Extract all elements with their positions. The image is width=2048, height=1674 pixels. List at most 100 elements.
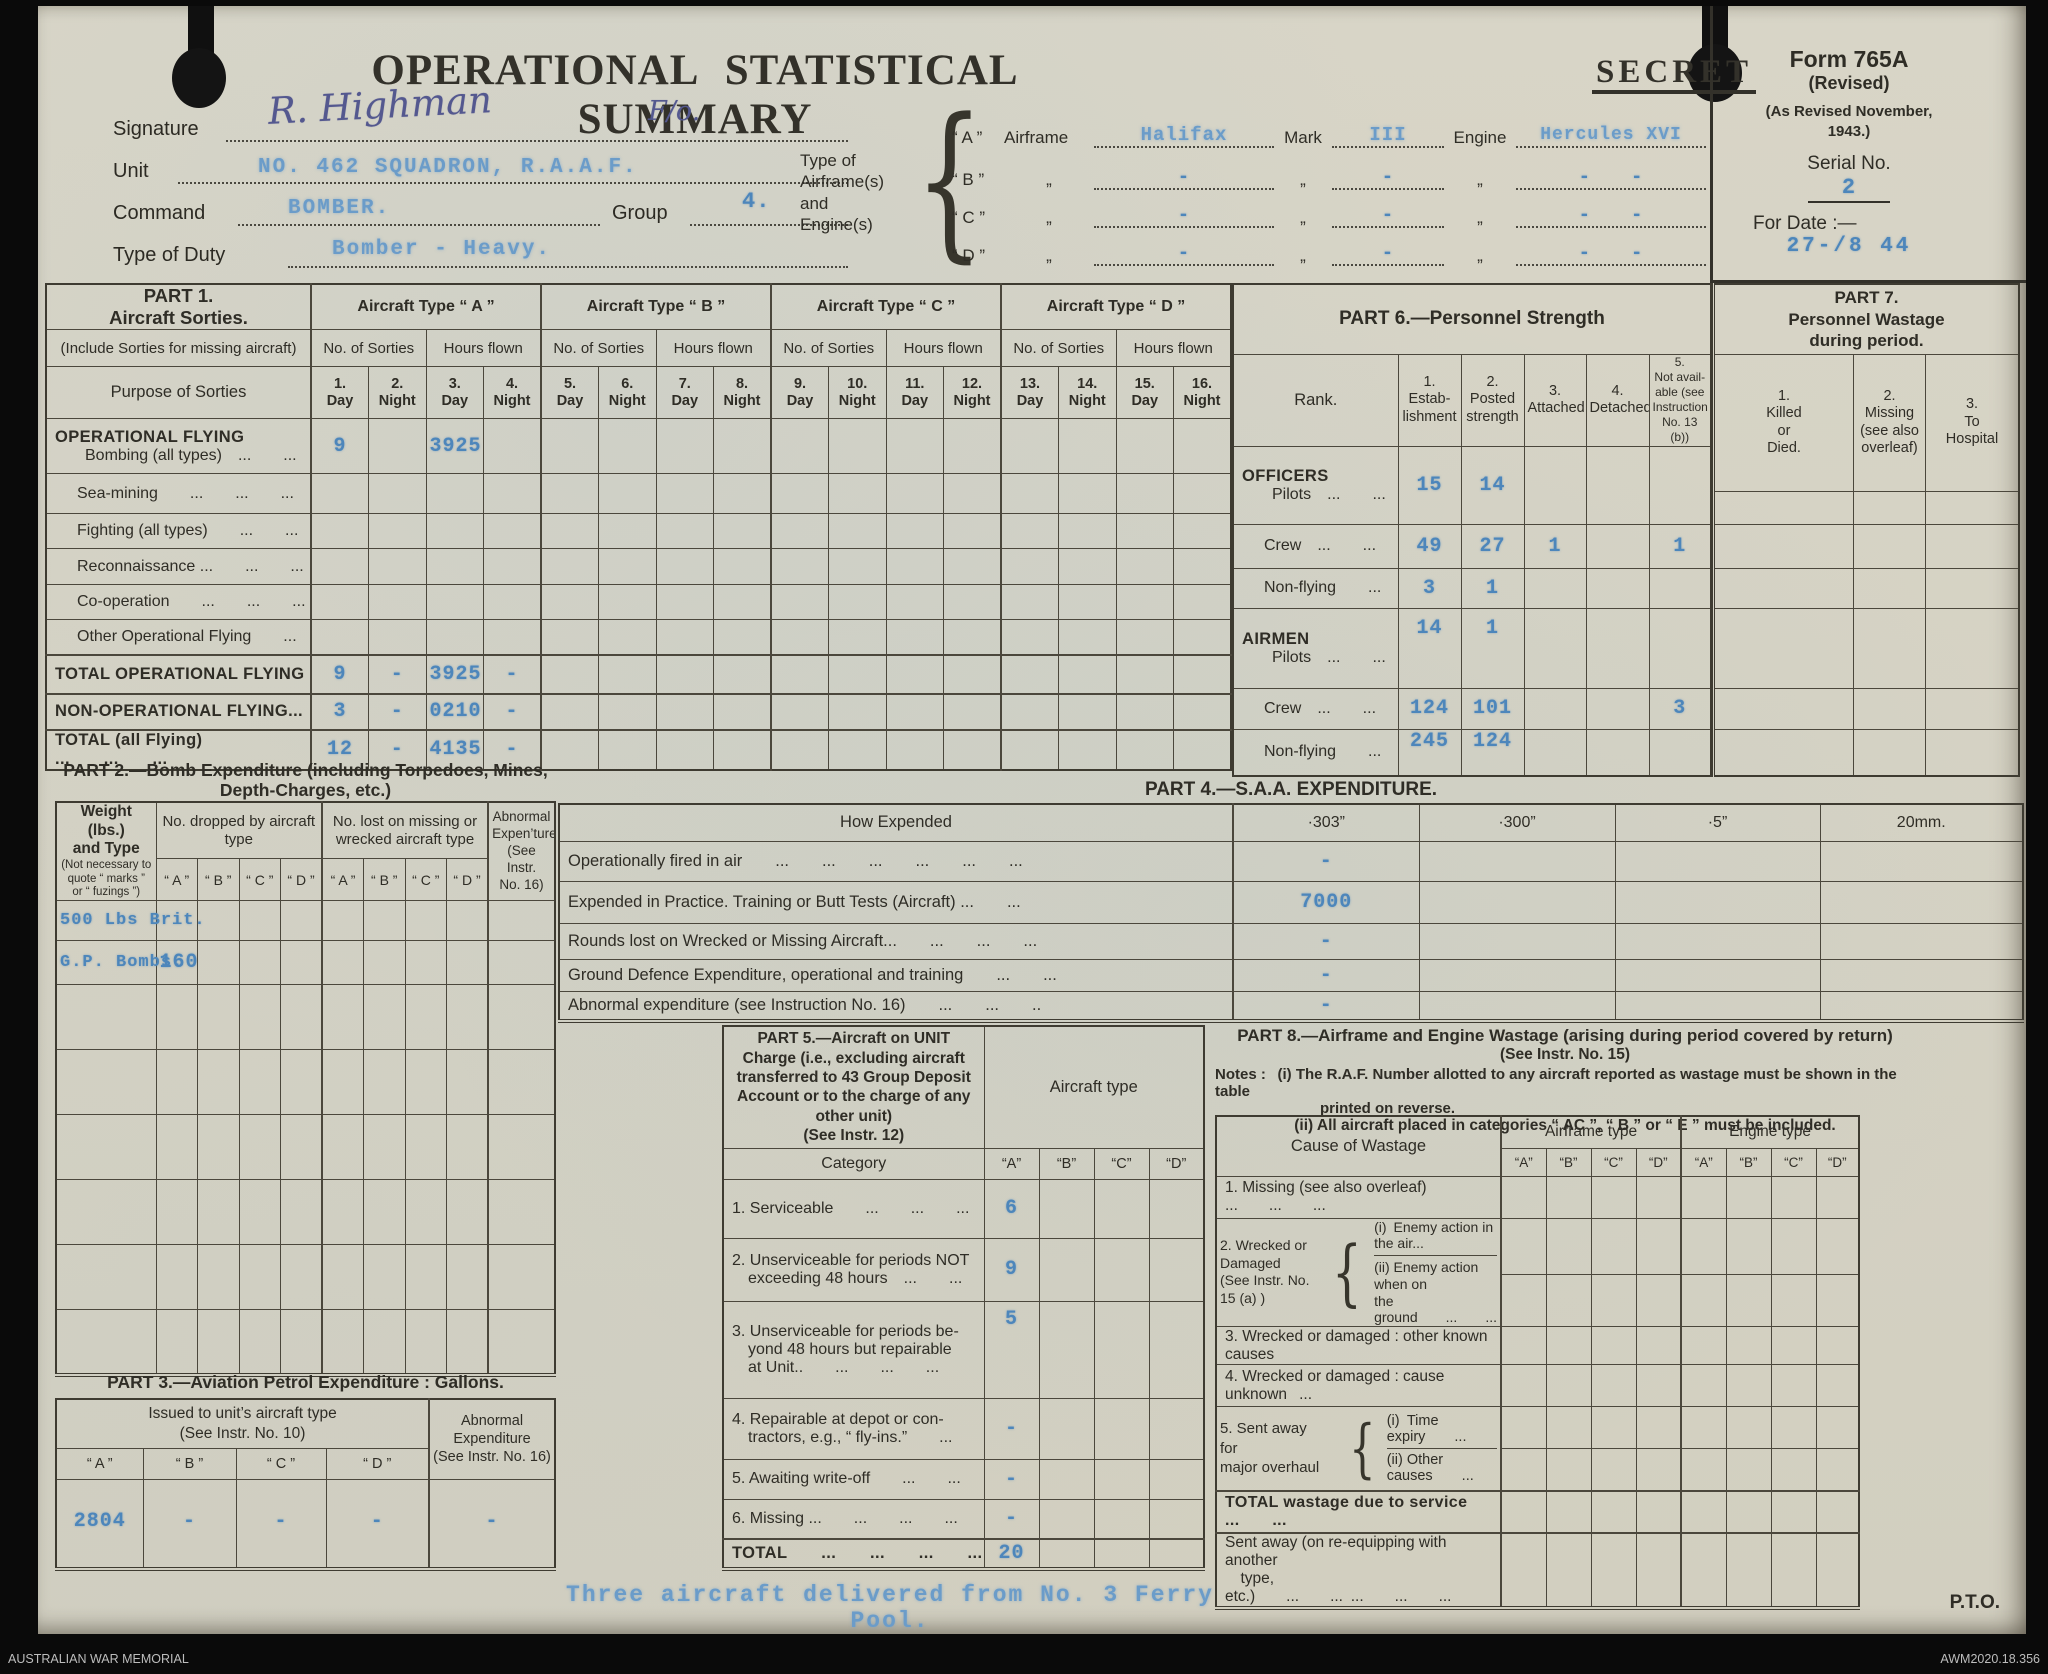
empty-cell (425, 619, 484, 655)
empty-cell (1770, 1531, 1817, 1609)
empty-cell (1635, 1217, 1682, 1276)
empty-cell (1115, 473, 1174, 514)
posted-strength-header: 2. Posted strength (1460, 353, 1525, 447)
col-1-day: 1. Day (310, 366, 369, 419)
table-row: TOTAL wastage due to service ... ... (1215, 1489, 1860, 1534)
enemy-action-air-label: (i) Enemy action in the air... (1374, 1218, 1494, 1252)
value-cell: 9 (983, 1237, 1040, 1302)
empty-cell (404, 1244, 448, 1311)
empty-cell (446, 984, 489, 1051)
table-row (1216, 1274, 1860, 1328)
empty-cell (1173, 548, 1232, 585)
value-cell: 20 (983, 1538, 1040, 1570)
airframe-word: Airframe (1004, 128, 1069, 147)
unit-line (178, 146, 848, 184)
empty-cell (1770, 1406, 1817, 1450)
value-cell: - (368, 653, 427, 694)
type-col-header: “ B ” (142, 1447, 237, 1480)
cal-5-header: ·5” (1614, 803, 1821, 842)
empty-cell (155, 984, 198, 1051)
empty-cell (828, 418, 887, 474)
value-cell: 7000 (1232, 880, 1420, 924)
empty-cell (1545, 1531, 1592, 1609)
empty-cell (1680, 1217, 1727, 1276)
empty-cell (770, 728, 829, 770)
empty-cell (1590, 1364, 1637, 1408)
empty-cell (885, 653, 944, 694)
empty-cell (321, 1179, 365, 1246)
engine-value: Hercules XVI (1540, 125, 1682, 146)
empty-cell (655, 473, 714, 514)
table-row: Non-flying ... 245 124 (1232, 728, 1712, 777)
empty-cell (598, 513, 657, 549)
empty-cell (1725, 1326, 1772, 1366)
cal-300-header: ·300” (1418, 803, 1616, 842)
col-2-night: 2. Night (368, 366, 427, 419)
empty-cell (155, 1114, 198, 1181)
value-cell: 4135 (425, 728, 484, 770)
empty-cell (363, 1309, 406, 1376)
empty-cell (828, 692, 887, 730)
empty-cell (1725, 1217, 1772, 1276)
purpose-cell: OPERATIONAL FLYING Bombing (all types) .… (45, 418, 312, 474)
empty-cell (1058, 513, 1117, 549)
col-7-day: 7. Day (655, 366, 714, 419)
empty-cell (404, 1114, 448, 1181)
table-row (55, 1179, 556, 1246)
petrol-c-value: - (235, 1478, 327, 1570)
empty-cell (1000, 418, 1059, 474)
value-cell (1523, 567, 1587, 609)
empty-cell (540, 692, 599, 730)
time-expiry-label: (i) Time expiry ... (1386, 1413, 1467, 1446)
part3-title: PART 3.—Aviation Petrol Expenditure : Ga… (107, 1372, 504, 1392)
value-cell (1523, 728, 1587, 777)
petrol-b-value: - (142, 1478, 237, 1570)
empty-cell (321, 984, 365, 1051)
empty-cell (1058, 584, 1117, 620)
engine-value-line: - - (1516, 192, 1706, 228)
row-label: 2. Unserviceable for periods NOT exceedi… (722, 1237, 985, 1302)
empty-cell (1635, 1274, 1682, 1328)
engine-value-line: - - (1516, 230, 1706, 266)
empty-cell (155, 900, 198, 942)
ditto-mark: „ (1046, 170, 1052, 189)
empty-cell (1680, 1175, 1727, 1219)
type-col-header: “A” (983, 1147, 1040, 1180)
empty-cell (1418, 922, 1616, 960)
empty-cell (943, 548, 1002, 585)
empty-cell (1500, 1364, 1547, 1408)
duty-label: Type of Duty (113, 244, 226, 266)
value-cell: - (483, 653, 542, 694)
empty-cell (885, 728, 944, 770)
empty-cell (1635, 1364, 1682, 1408)
cal-303-header: ·303” (1232, 803, 1420, 842)
empty-cell (280, 900, 323, 942)
empty-cell (1819, 958, 2024, 992)
empty-cell (1545, 1175, 1592, 1219)
non-operational-label: NON-OPERATIONAL FLYING... (45, 692, 312, 730)
group-line (690, 188, 848, 226)
punch-hole (1688, 44, 1742, 102)
value-cell: 12 (310, 728, 369, 770)
empty-cell (713, 728, 772, 770)
divider (1374, 1255, 1497, 1257)
value-cell (1648, 607, 1712, 689)
table-row: 3. Unserviceable for periods be- yond 48… (722, 1300, 1205, 1399)
command-line (238, 188, 600, 226)
col-10-night: 10. Night (828, 366, 887, 419)
empty-cell (280, 1179, 323, 1246)
table-row: Abnormal expenditure (see Instruction No… (558, 990, 2024, 1022)
empty-cell (1635, 1489, 1682, 1534)
empty-cell (321, 900, 365, 942)
empty-cell (885, 513, 944, 549)
mark-value: - (1381, 204, 1395, 227)
value-cell: 15 (1397, 445, 1462, 525)
table-row: Ground Defence Expenditure, operational … (558, 958, 2024, 992)
empty-cell (1545, 1274, 1592, 1328)
table-row: AIRMEN Pilots ... ... 14 1 (1232, 607, 1712, 689)
mark-value: - (1381, 166, 1395, 189)
empty-cell (1000, 513, 1059, 549)
empty-cell (368, 513, 427, 549)
ditto-mark: „ (1300, 246, 1306, 265)
empty-cell (487, 984, 556, 1051)
